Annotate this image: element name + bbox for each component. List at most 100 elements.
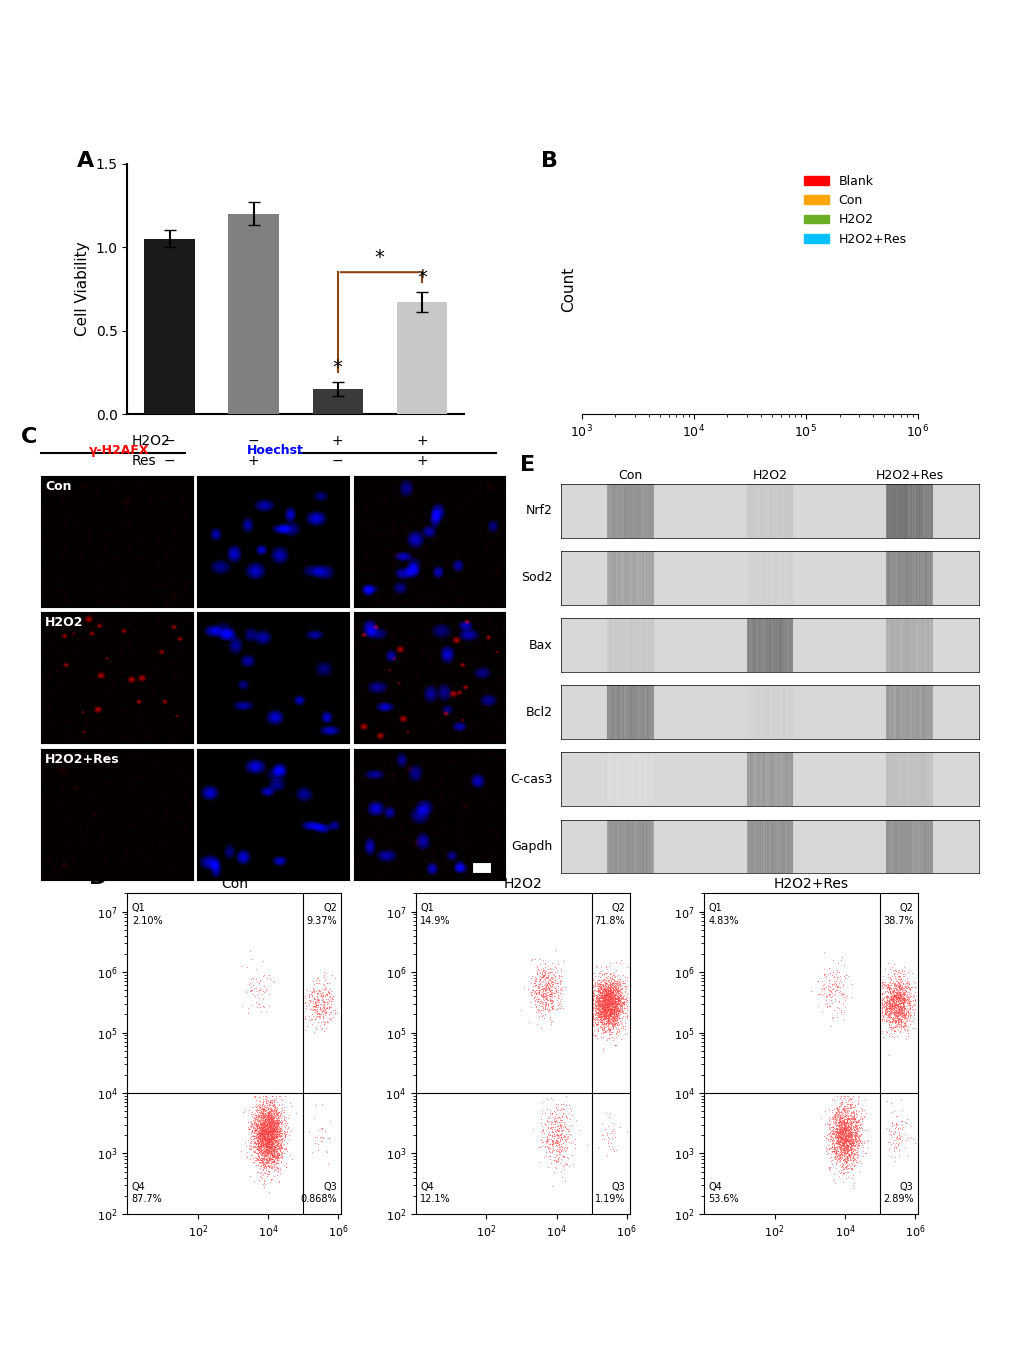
Point: [596, 1001, 612, 1023]
Point: [843, 1114, 859, 1136]
Point: [543, 979, 559, 1001]
Point: [262, 1138, 278, 1159]
Point: [607, 1026, 624, 1048]
Point: [267, 1128, 283, 1150]
Point: [891, 986, 907, 1008]
Point: [262, 1113, 278, 1135]
Point: [267, 1097, 283, 1118]
Point: [824, 1121, 841, 1143]
Point: [593, 997, 609, 1019]
Point: [834, 1154, 850, 1176]
Point: [833, 1125, 849, 1147]
Point: [614, 985, 631, 1007]
Point: [588, 985, 604, 1007]
Point: [616, 978, 633, 1000]
Point: [895, 985, 911, 1007]
Point: [598, 959, 614, 981]
Point: [267, 1147, 283, 1169]
Point: [595, 983, 611, 1005]
Point: [591, 1000, 607, 1022]
Point: [533, 1129, 549, 1151]
Point: [606, 1000, 623, 1022]
Point: [888, 1004, 904, 1026]
Point: [842, 1129, 858, 1151]
Point: [815, 964, 832, 986]
Point: [240, 1136, 257, 1158]
Point: [249, 1116, 265, 1138]
Point: [600, 981, 616, 1003]
Point: [604, 986, 621, 1008]
Point: [537, 988, 553, 1009]
Point: [882, 989, 899, 1011]
Point: [263, 1146, 279, 1168]
Point: [841, 1148, 857, 1170]
Point: [275, 1154, 291, 1176]
Point: [597, 979, 613, 1001]
Point: [833, 1124, 849, 1146]
Blank: [329, 406, 341, 423]
Point: [594, 1018, 610, 1039]
Point: [605, 989, 622, 1011]
Point: [842, 1128, 858, 1150]
Point: [832, 1101, 848, 1123]
Point: [264, 1121, 280, 1143]
Point: [598, 1003, 614, 1024]
Point: [254, 1112, 270, 1133]
Point: [607, 1001, 624, 1023]
Point: [603, 967, 620, 989]
Point: [824, 1120, 841, 1142]
Point: [607, 1003, 624, 1024]
Point: [586, 971, 602, 993]
Point: [261, 1114, 277, 1136]
Point: [261, 1131, 277, 1153]
Point: [829, 1127, 846, 1148]
Point: [829, 1121, 846, 1143]
Point: [612, 986, 629, 1008]
Point: [264, 1123, 280, 1144]
Point: [262, 1135, 278, 1157]
Point: [303, 1008, 319, 1030]
Point: [848, 1120, 864, 1142]
Point: [593, 1004, 609, 1026]
Point: [252, 1128, 268, 1150]
Point: [253, 1117, 269, 1139]
Point: [609, 1000, 626, 1022]
Point: [302, 989, 318, 1011]
Point: [598, 1003, 614, 1024]
Point: [535, 1007, 551, 1028]
Point: [542, 1113, 558, 1135]
Point: [890, 1003, 906, 1024]
Point: [261, 1109, 277, 1131]
Point: [875, 993, 892, 1015]
Point: [595, 1008, 611, 1030]
Point: [527, 971, 543, 993]
Point: [849, 1138, 865, 1159]
Point: [297, 1019, 313, 1041]
Point: [879, 997, 896, 1019]
Point: [264, 1135, 280, 1157]
Point: [839, 1136, 855, 1158]
Point: [895, 1015, 911, 1037]
Point: [253, 1127, 269, 1148]
Point: [242, 979, 258, 1001]
Point: [260, 1131, 276, 1153]
Point: [252, 1105, 268, 1127]
Point: [883, 971, 900, 993]
Point: [250, 1139, 266, 1161]
Point: [262, 1124, 278, 1146]
Point: [886, 985, 902, 1007]
Point: [838, 1109, 854, 1131]
Point: [256, 1132, 272, 1154]
Point: [247, 1140, 263, 1162]
Point: [598, 1009, 614, 1031]
Point: [838, 1135, 854, 1157]
Point: [596, 990, 612, 1012]
Point: [262, 1125, 278, 1147]
Point: [890, 979, 906, 1001]
Point: [598, 989, 614, 1011]
Point: [247, 1110, 263, 1132]
Point: [587, 998, 603, 1020]
Point: [832, 1135, 848, 1157]
Point: [841, 1144, 857, 1166]
Point: [602, 986, 619, 1008]
